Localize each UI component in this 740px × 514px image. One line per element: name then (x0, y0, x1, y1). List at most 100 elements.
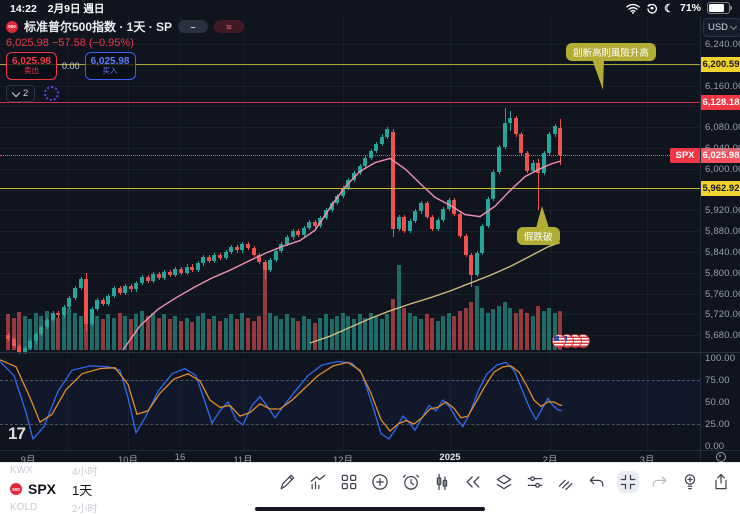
spread-value: 0.00 (62, 61, 80, 71)
symbol-title[interactable]: 标准普尔500指数 · 1天 · SP (24, 20, 173, 34)
time-axis-label: 9月 (20, 455, 36, 466)
candle-body (268, 259, 273, 270)
home-indicator[interactable] (255, 507, 485, 511)
candle-body (72, 288, 77, 298)
candle-body (139, 276, 144, 284)
add-circle-icon[interactable] (369, 471, 391, 493)
time-axis-label: 16 (174, 452, 186, 463)
minimize-icon[interactable] (617, 471, 639, 493)
volume-bar (519, 309, 524, 350)
candle-body (457, 213, 462, 237)
price-gridline (0, 293, 700, 295)
bar-pattern-icon[interactable] (431, 471, 453, 493)
volume-bar (223, 317, 228, 350)
picker-symbol-current[interactable]: SPX (28, 481, 57, 497)
share-icon[interactable] (710, 471, 732, 493)
candle-body (145, 276, 150, 281)
alert-clock-icon[interactable] (400, 471, 422, 493)
symbol-price-tag: SPX (670, 147, 700, 163)
red-level-badge: 6,128.18 (701, 94, 740, 110)
indicator-collapse-chip[interactable]: 2 (6, 85, 36, 102)
economic-event-flags[interactable] (552, 334, 590, 348)
pane-separator[interactable] (0, 352, 700, 353)
collapse-legend-icon[interactable]: – (178, 20, 209, 33)
axis-tick-label: 5,880.00 (705, 226, 740, 238)
picker-timeframe-above[interactable]: 4小时 (72, 467, 98, 478)
volume-bar (206, 319, 211, 350)
axis-tick-label: 5,840.00 (705, 247, 740, 258)
currency-selector[interactable]: USD (703, 18, 740, 37)
volume-bar (430, 317, 435, 350)
volume-bar (234, 319, 239, 350)
candle-body (318, 218, 323, 226)
sp500-logo-icon: 500 (6, 20, 18, 33)
forecast-icon[interactable] (307, 471, 329, 493)
volume-bar (374, 316, 379, 350)
candle-body (162, 271, 167, 278)
volume-bar (491, 309, 496, 350)
annotation-new-high-risk[interactable]: 創新高則風險升高 (566, 43, 657, 61)
idea-bulb-icon[interactable] (679, 471, 701, 493)
magic-brush-icon[interactable] (555, 471, 577, 493)
price-gridline (0, 168, 700, 170)
time-axis[interactable]: 9月 10月 16 11月 12月 2025 2月 3月 (0, 450, 700, 466)
layout-grid-icon[interactable] (338, 471, 360, 493)
candle-body (206, 257, 211, 262)
yellow-resistance-line[interactable] (0, 64, 700, 66)
picker-symbol-below[interactable]: KOLD (10, 502, 38, 513)
price-chart-pane[interactable]: 500 标准普尔500指数 · 1天 · SP – ≈ 6,025.98 −57… (0, 16, 700, 450)
candle-body (469, 254, 474, 276)
tune-icon[interactable] (524, 471, 546, 493)
redo-icon[interactable] (648, 471, 670, 493)
time-gridline (67, 16, 68, 450)
red-resistance-line[interactable] (0, 102, 700, 104)
price-axis[interactable]: USD 6,200.59 6,128.18 6,025.98 5,962.92 … (700, 16, 740, 450)
volume-bar (441, 316, 446, 350)
wave-indicator-icon[interactable]: ≈ (214, 20, 245, 33)
volume-bar (547, 307, 552, 350)
axis-tick-label: 5,720.00 (705, 309, 740, 321)
volume-bar (296, 321, 301, 350)
picker-timeframe-below[interactable]: 2小时 (72, 504, 98, 514)
yellow-support-line[interactable] (0, 188, 700, 190)
volume-bar (218, 321, 223, 350)
volume-bar (536, 305, 541, 350)
picker-timeframe-current[interactable]: 1天 (72, 482, 93, 498)
volume-bar (379, 319, 384, 350)
volume-bar (173, 316, 178, 350)
candle-body (418, 203, 423, 212)
sp500-logo-icon: 500 (10, 483, 22, 495)
picker-symbol-above[interactable]: KWX (10, 465, 33, 476)
volume-bar (469, 302, 474, 350)
candle-body (296, 231, 301, 236)
undo-icon[interactable] (586, 471, 608, 493)
volume-bar (162, 314, 167, 350)
candle-body (491, 171, 496, 199)
oscillator-dashed-level (0, 424, 700, 425)
axis-tick-label: 25.00 (705, 419, 730, 430)
sell-button[interactable]: 6,025.98 卖出 (6, 52, 57, 80)
annotation-tail (536, 206, 549, 228)
candle-body (324, 210, 329, 219)
candle-body (285, 237, 289, 244)
us-flag-event-icon[interactable] (552, 334, 566, 348)
volume-bar (435, 321, 440, 350)
symbol-timeframe-picker[interactable]: KWX 4小时 500 SPX 1天 KOLD 2小时 (10, 463, 132, 514)
volume-bar (524, 312, 529, 350)
candle-body (17, 345, 22, 352)
draw-icon[interactable] (276, 471, 298, 493)
buy-button[interactable]: 6,025.98 买入 (84, 52, 136, 80)
replay-icon[interactable] (462, 471, 484, 493)
toolbar-icons (276, 471, 732, 493)
candle-body (513, 117, 518, 135)
candle-body (351, 172, 356, 181)
annotation-false-breakdown[interactable]: 假跌破 (517, 227, 560, 245)
candle-body (402, 216, 407, 232)
volume-bar (45, 310, 50, 350)
object-tree-icon[interactable] (493, 471, 515, 493)
candle-body (6, 335, 10, 340)
axis-settings-corner[interactable] (700, 450, 740, 463)
volume-bar (457, 310, 462, 350)
clock-text: 14:22 (10, 2, 37, 15)
replay-ring-icon[interactable] (44, 86, 60, 101)
